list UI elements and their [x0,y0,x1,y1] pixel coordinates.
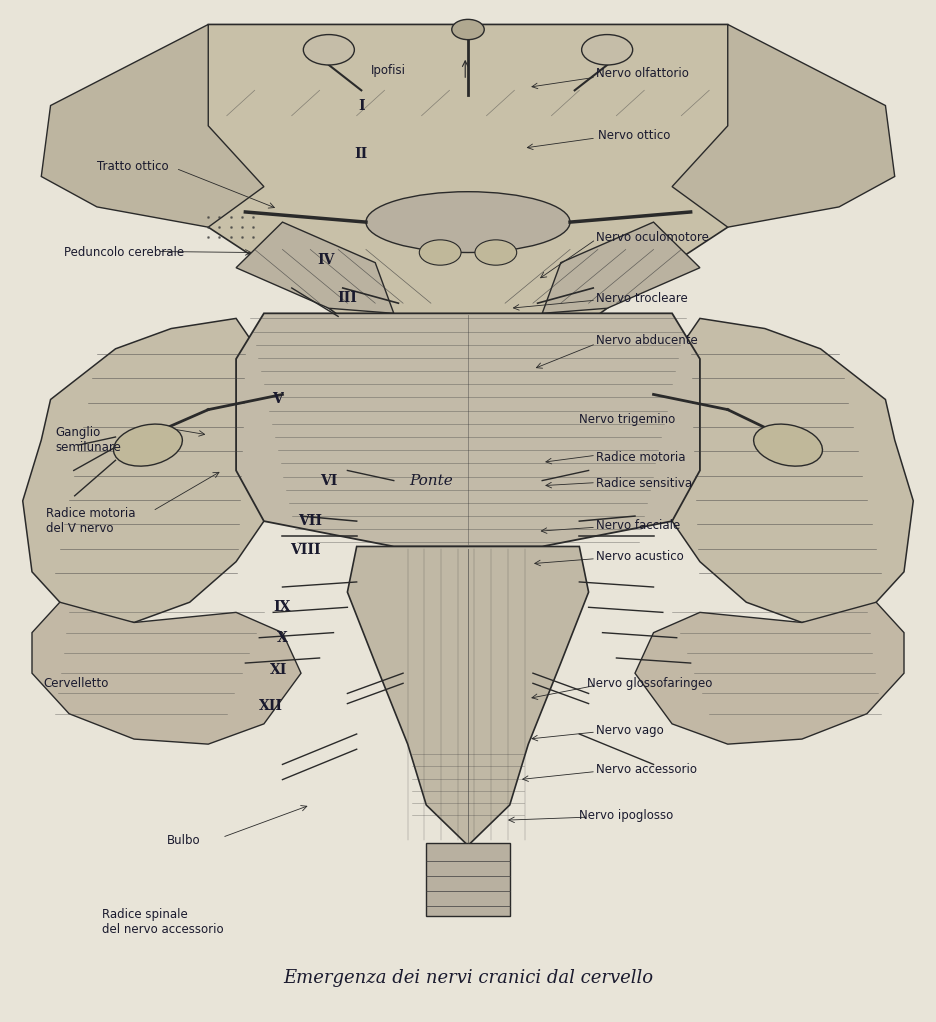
Text: VIII: VIII [290,543,321,557]
Text: X: X [277,631,288,645]
Ellipse shape [581,35,633,65]
Text: Radice spinale
del nervo accessorio: Radice spinale del nervo accessorio [102,908,223,935]
Text: Nervo ipoglosso: Nervo ipoglosso [579,808,674,822]
Text: Nervo trigemino: Nervo trigemino [579,413,676,426]
Text: Nervo vago: Nervo vago [596,725,664,738]
Text: Ponte: Ponte [409,473,453,487]
Text: Nervo accessorio: Nervo accessorio [596,763,697,776]
Text: Nervo ottico: Nervo ottico [598,130,670,142]
Polygon shape [672,319,914,622]
Polygon shape [426,843,510,917]
Ellipse shape [753,424,823,466]
Text: V: V [272,392,284,407]
Text: III: III [338,291,358,306]
Polygon shape [347,547,589,845]
Text: Nervo glossofaringeo: Nervo glossofaringeo [587,677,712,690]
Text: Nervo olfattorio: Nervo olfattorio [596,66,689,80]
Ellipse shape [366,192,570,252]
Polygon shape [32,602,301,744]
Polygon shape [236,314,700,547]
Text: Nervo acustico: Nervo acustico [596,550,684,563]
Text: Tratto ottico: Tratto ottico [97,159,168,173]
Text: XII: XII [259,699,284,712]
Text: II: II [355,147,368,161]
Polygon shape [672,25,895,227]
Polygon shape [22,319,264,622]
Ellipse shape [475,240,517,265]
Text: Ganglio
semilunare: Ganglio semilunare [55,426,121,454]
Ellipse shape [303,35,355,65]
Text: VI: VI [320,473,338,487]
Text: Peduncolo cerebrale: Peduncolo cerebrale [65,246,184,259]
Text: Nervo facciale: Nervo facciale [596,519,680,531]
Text: Radice sensitiva: Radice sensitiva [596,477,692,491]
Polygon shape [236,222,394,314]
Polygon shape [635,602,904,744]
Text: I: I [358,98,365,112]
Ellipse shape [452,19,484,40]
Polygon shape [41,25,264,227]
Text: Nervo trocleare: Nervo trocleare [596,291,688,305]
Polygon shape [171,25,765,369]
Text: XI: XI [271,663,287,678]
Text: Ipofisi: Ipofisi [371,63,405,77]
Text: Radice motoria: Radice motoria [596,451,685,464]
Ellipse shape [113,424,183,466]
Text: Nervo abducente: Nervo abducente [596,334,697,347]
Polygon shape [542,222,700,314]
Text: Nervo oculomotore: Nervo oculomotore [596,231,709,244]
Text: IV: IV [317,252,335,267]
Text: Bulbo: Bulbo [167,834,200,847]
Text: IX: IX [273,600,291,614]
Text: VII: VII [299,514,322,528]
Ellipse shape [419,240,461,265]
Text: Emergenza dei nervi cranici dal cervello: Emergenza dei nervi cranici dal cervello [283,970,653,987]
Text: Cervelletto: Cervelletto [43,677,109,690]
Text: Radice motoria
del V nervo: Radice motoria del V nervo [46,507,136,536]
